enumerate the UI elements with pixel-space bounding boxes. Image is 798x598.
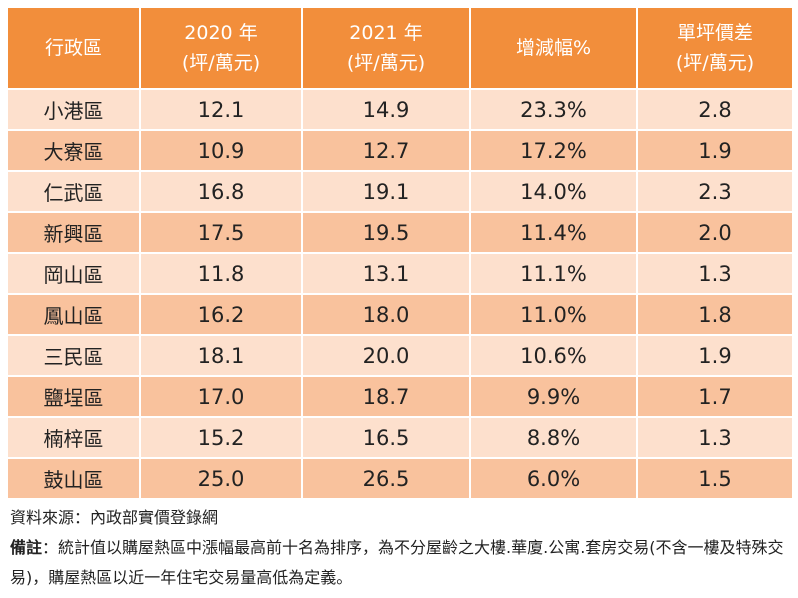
cell-change: 8.8%: [469, 416, 638, 459]
cell-change: 14.0%: [469, 170, 638, 213]
cell-change: 6.0%: [469, 457, 638, 500]
cell-price-diff: 1.3: [636, 416, 794, 459]
cell-district: 鹽埕區: [6, 375, 141, 418]
table-row: 新興區 17.5 19.5 11.4% 2.0: [6, 211, 794, 254]
remark-text: ：統計值以購屋熱區中漲幅最高前十名為排序，為不分屋齡之大樓.華廈.公寓.套房交易…: [10, 538, 784, 587]
cell-price-diff: 1.7: [636, 375, 794, 418]
cell-change: 11.0%: [469, 293, 638, 336]
cell-2021: 14.9: [301, 88, 471, 131]
cell-2021: 19.5: [301, 211, 471, 254]
cell-2021: 13.1: [301, 252, 471, 295]
cell-district: 鳳山區: [6, 293, 141, 336]
table-row: 三民區 18.1 20.0 10.6% 1.9: [6, 334, 794, 377]
cell-district: 小港區: [6, 88, 141, 131]
cell-district: 三民區: [6, 334, 141, 377]
cell-2020: 18.1: [139, 334, 303, 377]
cell-change: 17.2%: [469, 129, 638, 172]
cell-district: 岡山區: [6, 252, 141, 295]
header-2020: 2020 年 (坪/萬元): [139, 6, 303, 90]
cell-2020: 17.0: [139, 375, 303, 418]
cell-2020: 11.8: [139, 252, 303, 295]
cell-2021: 19.1: [301, 170, 471, 213]
cell-price-diff: 1.8: [636, 293, 794, 336]
cell-2021: 20.0: [301, 334, 471, 377]
cell-2021: 12.7: [301, 129, 471, 172]
remark-note: 備註：統計值以購屋熱區中漲幅最高前十名為排序，為不分屋齡之大樓.華廈.公寓.套房…: [10, 533, 790, 593]
cell-district: 大寮區: [6, 129, 141, 172]
cell-price-diff: 1.3: [636, 252, 794, 295]
header-district: 行政區: [6, 6, 141, 90]
header-change: 增減幅%: [469, 6, 638, 90]
cell-district: 仁武區: [6, 170, 141, 213]
cell-price-diff: 1.5: [636, 457, 794, 500]
cell-2020: 12.1: [139, 88, 303, 131]
cell-change: 9.9%: [469, 375, 638, 418]
cell-change: 23.3%: [469, 88, 638, 131]
cell-price-diff: 1.9: [636, 334, 794, 377]
cell-price-diff: 1.9: [636, 129, 794, 172]
cell-2020: 10.9: [139, 129, 303, 172]
cell-2021: 18.7: [301, 375, 471, 418]
cell-price-diff: 2.8: [636, 88, 794, 131]
cell-change: 10.6%: [469, 334, 638, 377]
table-row: 鼓山區 25.0 26.5 6.0% 1.5: [6, 457, 794, 500]
cell-2021: 16.5: [301, 416, 471, 459]
cell-2020: 25.0: [139, 457, 303, 500]
table-row: 岡山區 11.8 13.1 11.1% 1.3: [6, 252, 794, 295]
cell-2021: 26.5: [301, 457, 471, 500]
cell-2021: 18.0: [301, 293, 471, 336]
cell-2020: 16.8: [139, 170, 303, 213]
cell-2020: 16.2: [139, 293, 303, 336]
table-row: 仁武區 16.8 19.1 14.0% 2.3: [6, 170, 794, 213]
table-row: 鹽埕區 17.0 18.7 9.9% 1.7: [6, 375, 794, 418]
table-row: 大寮區 10.9 12.7 17.2% 1.9: [6, 129, 794, 172]
notes: 資料來源：內政部實價登錄網 備註：統計值以購屋熱區中漲幅最高前十名為排序，為不分…: [10, 503, 790, 593]
cell-price-diff: 2.3: [636, 170, 794, 213]
cell-change: 11.4%: [469, 211, 638, 254]
table-row: 小港區 12.1 14.9 23.3% 2.8: [6, 88, 794, 131]
header-price-diff: 單坪價差 (坪/萬元): [636, 6, 794, 90]
source-note: 資料來源：內政部實價登錄網: [10, 508, 219, 527]
cell-district: 楠梓區: [6, 416, 141, 459]
price-table: 行政區 2020 年 (坪/萬元) 2021 年 (坪/萬元) 增減幅% 單坪價差(…: [6, 6, 794, 500]
cell-price-diff: 2.0: [636, 211, 794, 254]
header-2021: 2021 年 (坪/萬元): [301, 6, 471, 90]
cell-2020: 15.2: [139, 416, 303, 459]
table-row: 楠梓區 15.2 16.5 8.8% 1.3: [6, 416, 794, 459]
cell-district: 新興區: [6, 211, 141, 254]
table-row: 鳳山區 16.2 18.0 11.0% 1.8: [6, 293, 794, 336]
remark-label: 備註: [10, 538, 43, 557]
cell-change: 11.1%: [469, 252, 638, 295]
cell-district: 鼓山區: [6, 457, 141, 500]
cell-2020: 17.5: [139, 211, 303, 254]
table-header-row: 行政區 2020 年 (坪/萬元) 2021 年 (坪/萬元) 增減幅% 單坪價差(…: [6, 6, 794, 90]
